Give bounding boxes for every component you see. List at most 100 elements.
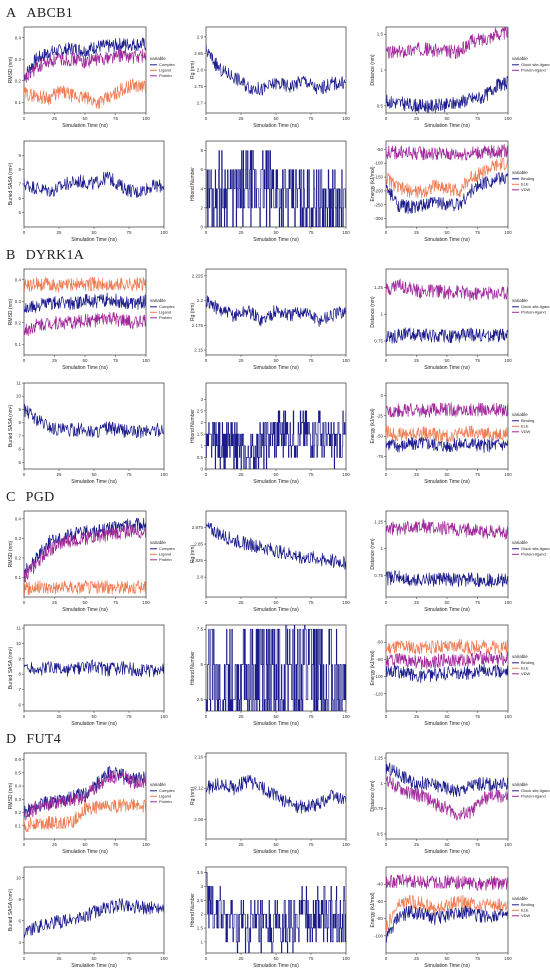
series-line-protein-ligand	[386, 27, 508, 60]
x-tick-label: 50	[273, 714, 279, 719]
y-tick-label: 8	[18, 672, 21, 677]
y-axis-label: Energy (kJ/mol)	[370, 408, 376, 443]
legend-title: variable	[150, 56, 166, 61]
y-tick-label: 0	[200, 467, 203, 472]
x-tick-label: 100	[342, 358, 350, 363]
y-tick-label: 0.75	[374, 806, 383, 811]
chart-svg: 0 25 50 75 100 0.5 1 1.5 Simulation Time (ns) Dis…	[370, 26, 550, 129]
legend-entry: Protein-ligand	[521, 310, 546, 315]
x-tick-label: 0	[23, 842, 26, 847]
x-tick-label: 75	[308, 842, 314, 847]
x-tick-label: 25	[238, 472, 244, 477]
chart-svg: 0 25 50 75 100 -100 -80 -60 -40 Simulation Time (…	[370, 866, 534, 969]
y-tick-label: 2.85	[194, 542, 203, 547]
y-axis-label: Distance (nm)	[370, 296, 376, 327]
x-tick-label: 75	[126, 714, 132, 719]
x-tick-label: 75	[475, 842, 481, 847]
legend-entry: Binding	[521, 902, 534, 907]
x-axis-label: Simulation Time (ns)	[62, 849, 108, 855]
x-tick-label: 25	[238, 842, 244, 847]
y-tick-label: 6	[18, 702, 21, 707]
x-tick-label: 100	[504, 230, 512, 235]
panel-heading-d: D FUT4	[6, 732, 61, 748]
y-tick-label: -80	[376, 657, 383, 662]
legend-entry: Protein-ligand	[521, 552, 546, 557]
y-tick-label: 4	[18, 940, 21, 945]
x-tick-label: 75	[475, 714, 481, 719]
panel-gene-name: DYRK1A	[25, 248, 85, 263]
x-axis-label: Simulation Time (ns)	[424, 479, 470, 485]
x-tick-label: 50	[273, 358, 279, 363]
y-axis-label: Rg (nm)	[190, 787, 196, 805]
series-line-protein	[24, 770, 146, 821]
y-tick-label: 1	[380, 312, 383, 317]
y-axis-label: Rg (nm)	[190, 303, 196, 321]
x-axis-label: Simulation Time (ns)	[424, 237, 470, 243]
x-tick-label: 100	[342, 230, 350, 235]
x-tick-label: 0	[385, 956, 388, 961]
legend-title: variable	[150, 782, 166, 787]
y-tick-label: 2.825	[192, 558, 204, 563]
x-tick-label: 100	[142, 842, 150, 847]
series-line-vdw	[386, 874, 508, 891]
x-tick-label: 75	[475, 230, 481, 235]
x-tick-label: 25	[414, 230, 420, 235]
x-tick-label: 100	[342, 842, 350, 847]
legend-entry: Protein	[159, 315, 172, 320]
y-tick-label: 0.75	[374, 339, 383, 344]
y-tick-label: 3	[200, 397, 203, 402]
y-tick-label: 0.5	[15, 770, 22, 775]
x-tick-label: 25	[56, 472, 62, 477]
series-line-complex	[24, 37, 146, 81]
y-tick-label: -50	[376, 147, 383, 152]
x-tick-label: 75	[126, 956, 132, 961]
x-tick-label: 100	[504, 842, 512, 847]
x-tick-label: 50	[444, 358, 450, 363]
chart-svg: 0 25 50 75 100 5 6 7 8 9 10 11 Simulation Time (ns) B…	[8, 381, 168, 486]
x-tick-label: 0	[205, 714, 208, 719]
y-axis-label: Distance (nm)	[370, 780, 376, 811]
y-axis-label: Distance (nm)	[370, 54, 376, 85]
y-tick-label: -75	[376, 454, 383, 459]
chart-svg: 0 25 50 75 100 5 6 7 8 9 Simulation Time (ns) Burie…	[8, 140, 168, 243]
y-tick-label: 6	[18, 918, 21, 923]
legend-entry: Complex	[159, 304, 175, 309]
legend-entry: Ligand	[159, 310, 171, 315]
x-axis-label: Simulation Time (ns)	[253, 237, 299, 243]
chart-d-hbond: 0 25 50 75 100 1 1.5 2 2.5 3 3.5 Simulation Time (n…	[190, 862, 370, 972]
x-tick-label: 0	[205, 600, 208, 605]
chart-svg: 0 25 50 75 100 0.75 1 1.25 Simulation Time (ns) D…	[370, 268, 550, 371]
chart-svg: 0 25 50 75 100 2.08 2.12 2.16 Simulation Time (n…	[190, 752, 350, 855]
panel-heading-a: A ABCB1	[6, 6, 73, 22]
x-tick-label: 0	[385, 472, 388, 477]
x-tick-label: 75	[475, 956, 481, 961]
chart-svg: 0 25 50 75 100 -300 -250 -200 -150 -100 -50 Simulat…	[370, 140, 534, 243]
series-line	[24, 897, 164, 938]
y-tick-label: -50	[376, 434, 383, 439]
chart-svg: 0 25 50 75 100 0 0.5 1 1.5 2 2.5 3 Simulation Time (…	[190, 382, 350, 485]
series-line-ligand	[24, 276, 146, 293]
y-tick-label: 3	[200, 884, 203, 889]
chart-svg: 0 25 50 75 100 0.5 0.75 1 1.25 Simulation Time (n…	[370, 752, 550, 855]
y-tick-label: -60	[376, 640, 383, 645]
x-tick-label: 50	[273, 842, 279, 847]
chart-b-sasa: 0 25 50 75 100 5 6 7 8 9 10 11 Simulation Time (ns) B…	[8, 378, 188, 488]
x-tick-label: 75	[308, 230, 314, 235]
y-axis-label: Rg (nm)	[190, 61, 196, 79]
x-tick-label: 50	[82, 842, 88, 847]
series-line	[24, 403, 164, 439]
legend-entry: ELE	[521, 666, 529, 671]
chart-svg: 0 25 50 75 100 0.1 0.2 0.3 0.4 Simulation Time (n…	[8, 268, 175, 371]
series-line-glock-site-ligand	[386, 327, 508, 344]
y-tick-label: 6	[200, 167, 203, 172]
x-tick-label: 0	[23, 358, 26, 363]
x-tick-label: 0	[23, 714, 26, 719]
x-tick-label: 0	[23, 600, 26, 605]
x-tick-label: 25	[238, 956, 244, 961]
x-tick-label: 50	[82, 600, 88, 605]
legend-entry: Ligand	[159, 68, 171, 73]
y-tick-label: 10	[16, 394, 22, 399]
chart-svg: 0 25 50 75 100 0 2 4 6 8 Simulation Time (ns) Hbond…	[190, 140, 350, 243]
y-tick-label: 2.7	[197, 101, 204, 106]
series-line-protein-ligand	[386, 278, 508, 302]
